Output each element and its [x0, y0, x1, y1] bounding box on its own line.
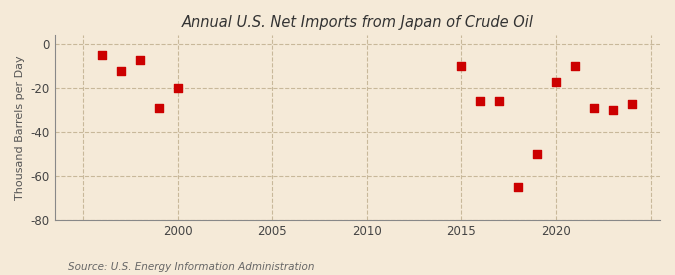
Point: [115, 68, 126, 73]
Point: [513, 185, 524, 189]
Point: [153, 106, 164, 110]
Point: [475, 99, 486, 103]
Point: [494, 99, 505, 103]
Point: [456, 64, 467, 68]
Title: Annual U.S. Net Imports from Japan of Crude Oil: Annual U.S. Net Imports from Japan of Cr…: [182, 15, 533, 30]
Point: [97, 53, 107, 57]
Point: [589, 106, 599, 110]
Point: [134, 57, 145, 62]
Point: [570, 64, 580, 68]
Point: [608, 108, 618, 112]
Y-axis label: Thousand Barrels per Day: Thousand Barrels per Day: [15, 56, 25, 200]
Text: Source: U.S. Energy Information Administration: Source: U.S. Energy Information Administ…: [68, 262, 314, 272]
Point: [626, 101, 637, 106]
Point: [551, 79, 562, 84]
Point: [532, 152, 543, 156]
Point: [172, 86, 183, 90]
